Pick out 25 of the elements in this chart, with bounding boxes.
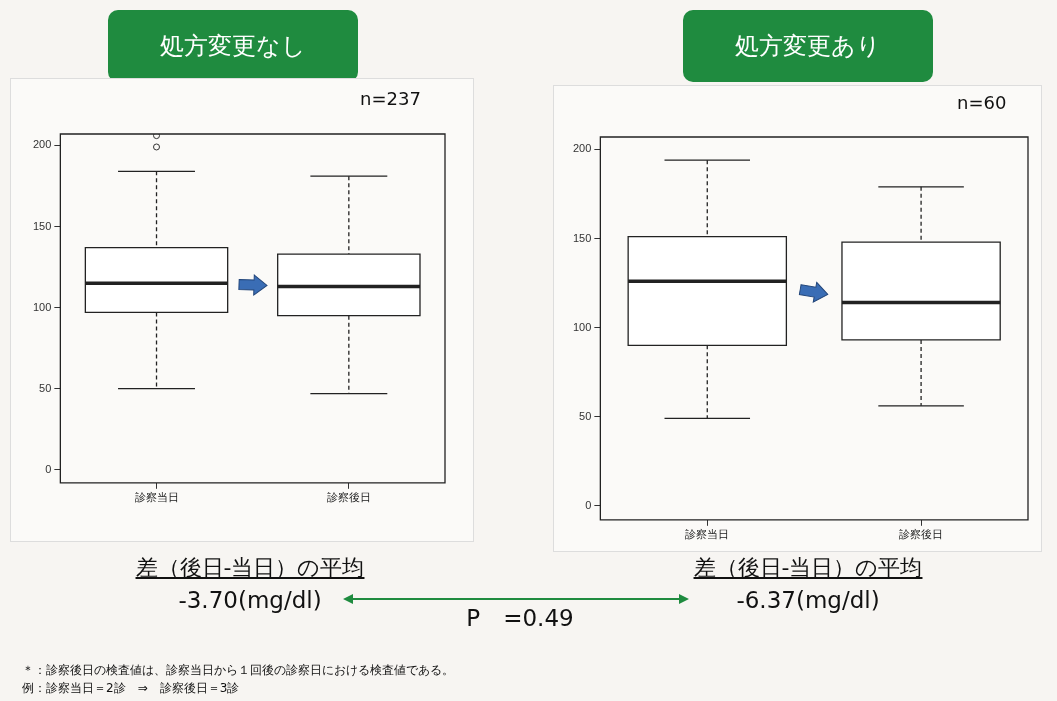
text: n=237 [360, 88, 421, 109]
x-tick-label: 診察当日 [134, 491, 179, 504]
y-tick-label: 100 [32, 300, 52, 313]
chart-title: 処方変更なし [108, 10, 358, 82]
y-tick-label: 50 [39, 381, 52, 394]
text: -3.70(mg/dl) [178, 587, 322, 613]
text: -6.37(mg/dl) [736, 587, 880, 613]
x-tick-label: 診察後日 [899, 528, 944, 541]
text: ＊：診察後日の検査値は、診察当日から１回後の診察日における検査値である。 [22, 662, 454, 679]
y-tick-label: 50 [579, 409, 592, 422]
y-tick-label: 150 [32, 219, 52, 232]
x-tick-label: 診察後日 [326, 491, 371, 504]
y-tick-label: 200 [572, 142, 592, 155]
chart-title: 処方変更あり [683, 10, 933, 82]
text: 例：診察当日＝2診 ⇒ 診察後日＝3診 [22, 680, 240, 697]
y-tick-label: 0 [45, 462, 52, 475]
text: P =0.49 [466, 604, 574, 633]
y-tick-label: 150 [572, 231, 592, 244]
text: 差（後日-当日）の平均 [693, 554, 923, 582]
text: 差（後日-当日）の平均 [135, 554, 365, 582]
x-tick-label: 診察当日 [685, 528, 730, 541]
text: n=60 [957, 92, 1007, 113]
y-tick-label: 100 [572, 320, 592, 333]
y-tick-label: 0 [585, 498, 592, 511]
y-tick-label: 200 [32, 138, 52, 151]
